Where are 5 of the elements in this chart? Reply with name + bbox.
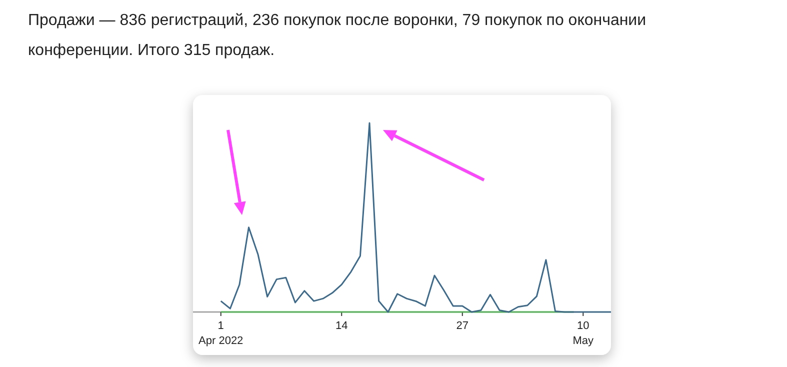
chart-title: Продажи — 836 регистраций, 236 покупок после воронки, 79 покупок по окончании конференции. Итого 315 продаж.: [28, 11, 648, 61]
x-tick-label: 27: [456, 320, 469, 332]
x-tick-label: 14: [335, 320, 348, 332]
x-tick-label: 10 May: [572, 320, 594, 347]
x-tick-label: 1 Apr 2022: [198, 320, 244, 347]
